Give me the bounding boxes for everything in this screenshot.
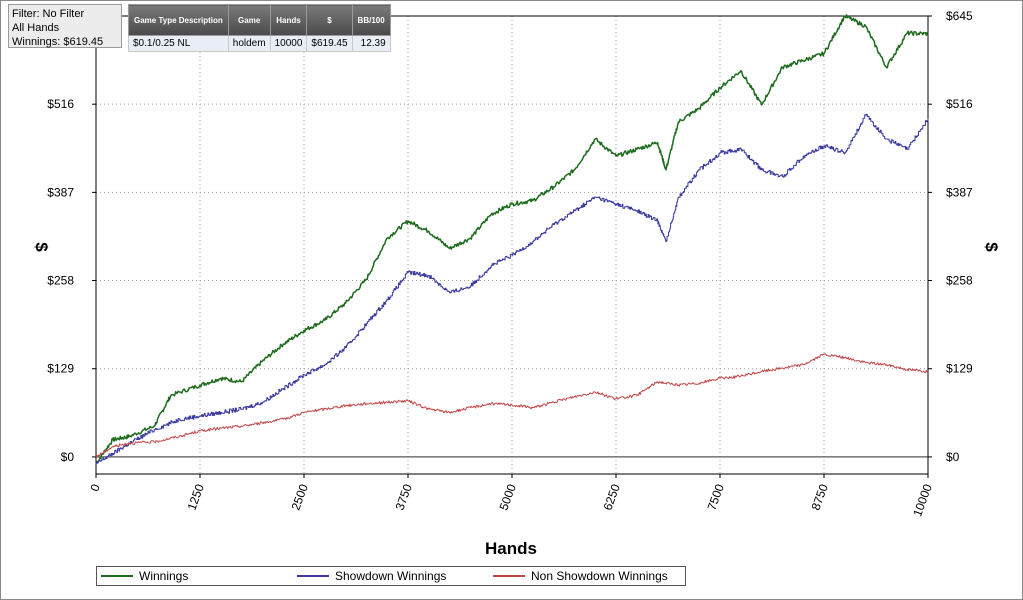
legend-label-showdown-winnings: Showdown Winnings [335, 569, 447, 583]
y-tick-label-left: $516 [47, 97, 74, 111]
total-winnings-label: Winnings: $619.45 [12, 36, 104, 48]
series-line-winnings [95, 14, 929, 465]
y-axis-title-right: $ [982, 242, 1001, 252]
x-tick-label: 8750 [809, 482, 831, 512]
x-tick-label: 10000 [910, 482, 935, 518]
filter-summary-panel: Filter: No Filter All Hands Winnings: $6… [8, 4, 122, 48]
y-tick-label-right: $129 [946, 362, 973, 376]
y-axis-title-left: $ [32, 242, 51, 252]
chart-axes [92, 15, 932, 478]
legend-item-winnings[interactable]: Winnings [99, 567, 188, 585]
y-tick-label-right: $387 [946, 185, 973, 199]
legend-label-non-showdown-winnings: Non Showdown Winnings [531, 569, 668, 583]
y-tick-label-left: $387 [47, 185, 74, 199]
legend-item-non-showdown-winnings[interactable]: Non Showdown Winnings [491, 567, 668, 585]
summary-table-header-row: Game Type Description Game Hands $ BB/10… [128, 4, 391, 36]
table-row[interactable]: $0.1/0.25 NL holdem 10000 $619.45 12.39 [128, 35, 391, 52]
y-tick-label-right: $258 [946, 274, 973, 288]
legend-swatch-non-showdown-winnings [493, 574, 525, 577]
x-tick-label: 1250 [185, 482, 207, 512]
column-header-hands[interactable]: Hands [269, 4, 308, 36]
hands-filter-label: All Hands [12, 22, 60, 34]
filter-label: Filter: No Filter [12, 8, 85, 20]
cell-game-type: $0.1/0.25 NL [128, 35, 229, 52]
x-axis-title: Hands [485, 539, 537, 558]
series-line-showdown-winnings [96, 113, 929, 465]
y-tick-label-left: $129 [47, 362, 74, 376]
column-header-game-type[interactable]: Game Type Description [128, 4, 229, 36]
x-tick-label: 0 [87, 482, 103, 493]
column-header-bb-per-100[interactable]: BB/100 [351, 4, 391, 36]
y-tick-label-left: $0 [61, 450, 75, 464]
series-line-non-showdown-winnings [95, 353, 929, 458]
x-tick-label: 3750 [393, 482, 415, 512]
tick-labels: 0 1250 2500 3750 5000 6250 7500 8750 10000 $0 $0 $1… [47, 9, 973, 518]
legend-item-showdown-winnings[interactable]: Showdown Winnings [295, 567, 446, 585]
column-header-dollars[interactable]: $ [306, 4, 353, 36]
legend-swatch-winnings [101, 574, 133, 577]
y-tick-label-right: $516 [946, 97, 973, 111]
game-summary-table: Game Type Description Game Hands $ BB/10… [128, 4, 391, 52]
y-tick-label-left: $258 [47, 274, 74, 288]
column-header-game[interactable]: Game [227, 4, 271, 36]
x-tick-label: 6250 [601, 482, 623, 512]
chart-legend: Winnings Showdown Winnings Non Showdown … [96, 566, 686, 586]
x-tick-label: 7500 [705, 482, 727, 512]
y-tick-label-right: $645 [946, 9, 973, 23]
legend-swatch-showdown-winnings [297, 574, 329, 577]
cell-dollars: $619.45 [306, 35, 353, 52]
legend-label-winnings: Winnings [139, 569, 189, 583]
cell-bb-per-100: 12.39 [351, 35, 391, 52]
x-tick-label: 5000 [497, 482, 519, 512]
chart-series [95, 14, 929, 465]
cell-game: holdem [227, 35, 271, 52]
cell-hands: 10000 [269, 35, 308, 52]
x-tick-label: 2500 [289, 482, 311, 512]
y-tick-label-right: $0 [946, 450, 960, 464]
